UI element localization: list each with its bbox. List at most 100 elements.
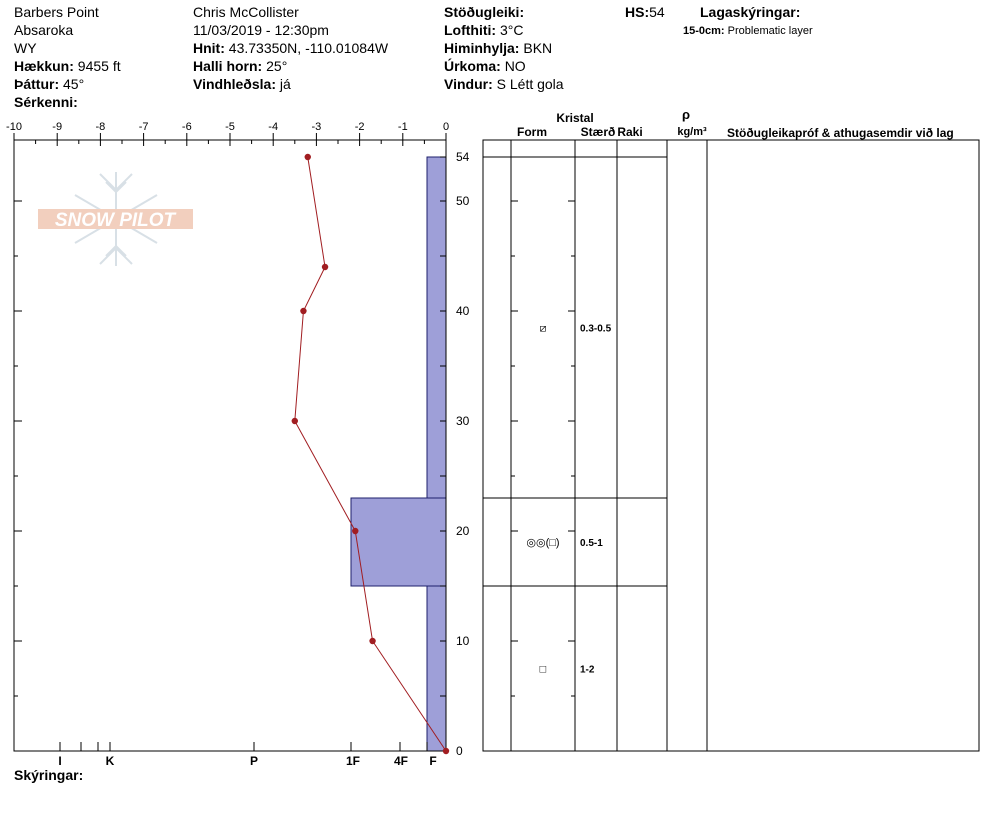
rho-header: ρ — [682, 107, 690, 122]
temp-tick-label: -6 — [182, 121, 192, 133]
hs-label: HS: — [625, 4, 650, 20]
hardness-bar — [426, 156, 447, 499]
table-frame — [482, 139, 980, 752]
layer-table: Kristal Form Stærð Raki ρ kg/m³ Stöðugle… — [482, 107, 980, 752]
temp-tick-label: -10 — [6, 121, 22, 133]
temperature-point — [304, 153, 311, 161]
legend-entry: 15-0cm: Problematic layer — [683, 24, 813, 38]
slope-label: Halli horn: — [193, 58, 263, 74]
precip-value: NO — [504, 58, 526, 74]
wind-loading-label: Vindhleðsla: — [193, 76, 276, 92]
location-name: Barbers Point — [14, 4, 99, 20]
hardness-bar — [350, 497, 447, 587]
hardness-axis: I K P 1F 4F F — [58, 742, 437, 768]
sky-value: BKN — [523, 40, 553, 56]
height-tick-label: 30 — [456, 414, 470, 428]
logo-text: SNOW PILOT — [55, 210, 177, 231]
legend-title: Lagaskýringar: — [700, 4, 801, 20]
hardness-bars — [350, 156, 447, 752]
layer-grain-form: □ — [540, 664, 547, 676]
layer-grain-size: 1-2 — [580, 665, 595, 676]
temperature-point — [442, 747, 450, 755]
temperature-axis: -10 -9 -8 -7 -6 -5 -4 -3 -2 -1 0 — [6, 121, 449, 146]
height-axis: 54 50 40 30 20 10 0 — [14, 150, 470, 758]
hardness-tick-label: 4F — [394, 754, 408, 768]
aspect-row: Þáttur: 45° — [14, 75, 84, 93]
datetime: 11/03/2019 - 12:30pm — [193, 22, 329, 38]
temp-tick-label: -4 — [268, 121, 278, 133]
sky-label: Himinhylja: — [444, 40, 520, 56]
temperature-point — [352, 527, 359, 535]
hardness-tick-label: K — [106, 754, 115, 768]
precip-row: Úrkoma: NO — [444, 57, 526, 75]
hardness-tick-label: P — [250, 754, 258, 768]
height-tick-label: 50 — [456, 194, 470, 208]
chart-frame — [13, 139, 447, 752]
snowpilot-logo: SNOW PILOT — [38, 172, 193, 266]
temp-tick-label: -3 — [312, 121, 322, 133]
mountain-range: Absaroka — [14, 22, 74, 38]
features-label: Sérkenni: — [14, 94, 78, 110]
layer-grain-form: ⧄ — [540, 323, 547, 335]
air-temp-label: Lofthiti: — [444, 22, 497, 38]
temp-tick-label: -8 — [96, 121, 106, 133]
size-header: Stærð — [581, 125, 616, 139]
height-tick-label: 40 — [456, 304, 470, 318]
layer-grain-size: 0.3-0.5 — [580, 324, 612, 335]
moisture-header: Raki — [617, 125, 642, 139]
crystal-header: Kristal — [556, 111, 593, 125]
hardness-tick-label: 1F — [346, 754, 360, 768]
sky-row: Himinhylja: BKN — [444, 39, 552, 57]
precip-label: Úrkoma: — [444, 58, 501, 74]
layer-grain-form: ◎◎(□) — [526, 537, 559, 549]
height-tick-label: 0 — [456, 744, 463, 758]
elevation-value: 9455 ft — [77, 58, 121, 74]
density-unit-header: kg/m³ — [677, 126, 707, 138]
table-layer-rows: ⧄ 0.3-0.5 ◎◎(□) 0.5-1 □ 1-2 — [483, 156, 667, 676]
temperature-point — [300, 307, 307, 315]
hs-row: HS:54 — [625, 3, 665, 21]
air-temp-value: 3°C — [499, 22, 524, 38]
height-tick-label: 54 — [456, 150, 470, 164]
coords-row: Hnit: 43.73350N, -110.01084W — [193, 39, 388, 57]
layer-grain-size: 0.5-1 — [580, 538, 603, 549]
legend-range: 15-0cm: — [683, 25, 725, 37]
aspect-value: 45° — [63, 76, 85, 92]
slope-row: Halli horn: 25° — [193, 57, 287, 75]
temp-tick-label: -5 — [225, 121, 235, 133]
coords-label: Hnit: — [193, 40, 225, 56]
observer: Chris McCollister — [193, 4, 299, 20]
logo-banner — [38, 209, 193, 229]
hardness-tick-label: F — [429, 754, 436, 768]
comments-header: Stöðugleikapróf & athugasemdir við lag — [727, 126, 954, 140]
temperature-point — [369, 637, 376, 645]
temperature-point — [291, 417, 298, 425]
notes-label: Skýringar: — [14, 767, 84, 783]
legend-text: Problematic layer — [727, 25, 813, 37]
temp-tick-label: -1 — [398, 121, 408, 133]
wind-loading-row: Vindhleðsla: já — [193, 75, 291, 93]
form-header: Form — [517, 125, 547, 139]
wind-row: Vindur: S Létt gola — [444, 75, 564, 93]
wind-loading-value: já — [279, 76, 291, 92]
elevation-label: Hækkun: — [14, 58, 74, 74]
temperature-profile — [291, 153, 450, 755]
temp-tick-label: -7 — [139, 121, 149, 133]
temp-tick-label: 0 — [443, 121, 449, 133]
state: WY — [14, 40, 37, 56]
table-height-ticks — [511, 200, 575, 752]
slope-value: 25° — [266, 58, 288, 74]
wind-value: S Létt gola — [496, 76, 564, 92]
stability-label: Stöðugleiki: — [444, 4, 525, 20]
hardness-tick-label: I — [58, 754, 61, 768]
wind-label: Vindur: — [444, 76, 493, 92]
elevation-row: Hækkun: 9455 ft — [14, 57, 121, 75]
temp-tick-label: -9 — [52, 121, 62, 133]
height-tick-label: 10 — [456, 634, 470, 648]
air-temp-row: Lofthiti: 3°C — [444, 21, 523, 39]
temp-tick-label: -2 — [355, 121, 365, 133]
height-tick-label: 20 — [456, 524, 470, 538]
temperature-point — [321, 263, 329, 271]
temperature-line — [294, 156, 447, 752]
